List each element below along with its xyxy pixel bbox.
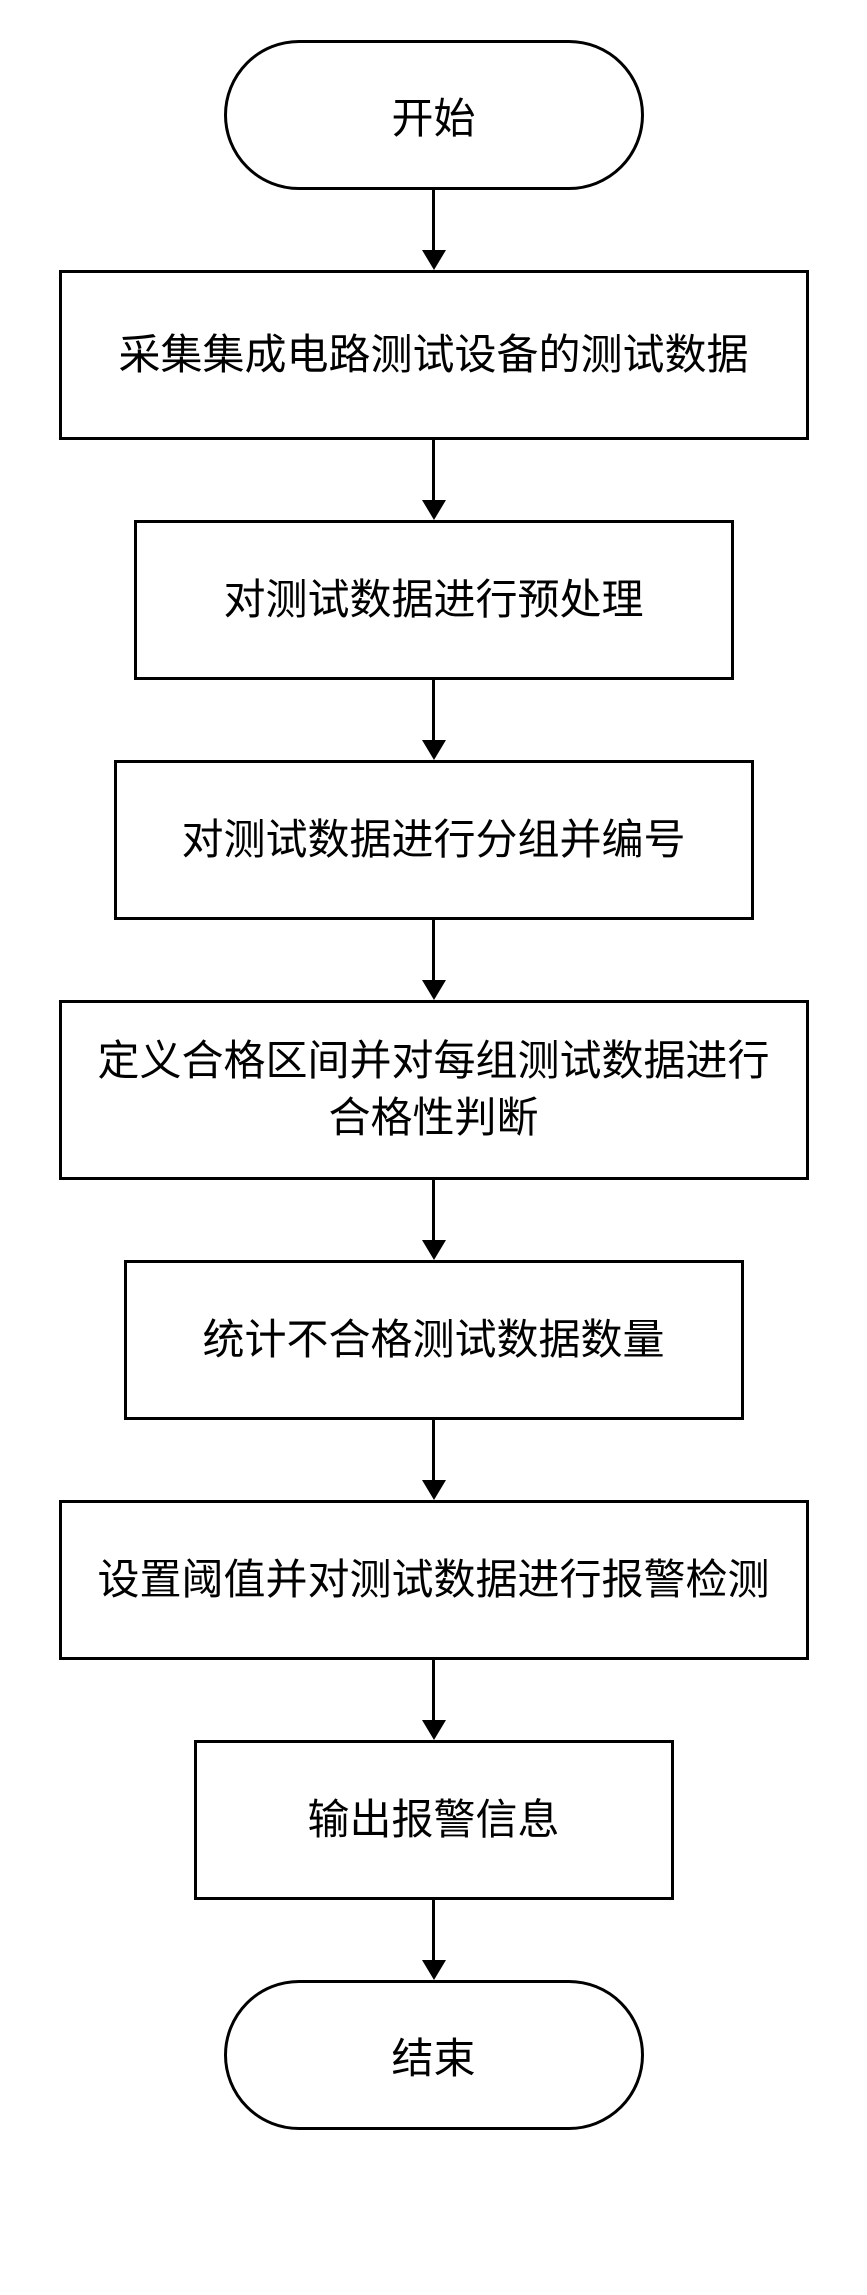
process-label-4: 定义合格区间并对每组测试数据进行合格性判断 xyxy=(92,1033,776,1146)
process-node-7: 输出报警信息 xyxy=(194,1740,674,1900)
arrow-line xyxy=(432,1900,435,1960)
arrow-4 xyxy=(422,1180,446,1260)
process-node-6: 设置阈值并对测试数据进行报警检测 xyxy=(59,1500,809,1660)
process-label-2: 对测试数据进行预处理 xyxy=(223,572,643,629)
process-label-3: 对测试数据进行分组并编号 xyxy=(181,812,685,869)
arrow-head-icon xyxy=(422,740,446,760)
process-node-4: 定义合格区间并对每组测试数据进行合格性判断 xyxy=(59,1000,809,1180)
arrow-0 xyxy=(422,190,446,270)
process-node-2: 对测试数据进行预处理 xyxy=(134,520,734,680)
process-label-7: 输出报警信息 xyxy=(307,1792,559,1849)
arrow-line xyxy=(432,190,435,250)
arrow-line xyxy=(432,1660,435,1720)
arrow-line xyxy=(432,440,435,500)
process-node-1: 采集集成电路测试设备的测试数据 xyxy=(59,270,809,440)
process-label-6: 设置阈值并对测试数据进行报警检测 xyxy=(97,1552,769,1609)
arrow-6 xyxy=(422,1660,446,1740)
arrow-head-icon xyxy=(422,980,446,1000)
process-node-5: 统计不合格测试数据数量 xyxy=(124,1260,744,1420)
arrow-line xyxy=(432,680,435,740)
end-node: 结束 xyxy=(224,1980,644,2130)
arrow-line xyxy=(432,920,435,980)
arrow-5 xyxy=(422,1420,446,1500)
arrow-line xyxy=(432,1420,435,1480)
process-label-1: 采集集成电路测试设备的测试数据 xyxy=(118,327,748,384)
flowchart-container: 开始 采集集成电路测试设备的测试数据 对测试数据进行预处理 对测试数据进行分组并… xyxy=(0,40,867,2130)
arrow-2 xyxy=(422,680,446,760)
process-node-3: 对测试数据进行分组并编号 xyxy=(114,760,754,920)
start-node: 开始 xyxy=(224,40,644,190)
arrow-1 xyxy=(422,440,446,520)
arrow-head-icon xyxy=(422,1960,446,1980)
arrow-line xyxy=(432,1180,435,1240)
arrow-7 xyxy=(422,1900,446,1980)
start-label: 开始 xyxy=(391,85,475,146)
arrow-3 xyxy=(422,920,446,1000)
arrow-head-icon xyxy=(422,1720,446,1740)
arrow-head-icon xyxy=(422,250,446,270)
arrow-head-icon xyxy=(422,500,446,520)
arrow-head-icon xyxy=(422,1240,446,1260)
process-label-5: 统计不合格测试数据数量 xyxy=(202,1312,664,1369)
arrow-head-icon xyxy=(422,1480,446,1500)
end-label: 结束 xyxy=(391,2025,475,2086)
